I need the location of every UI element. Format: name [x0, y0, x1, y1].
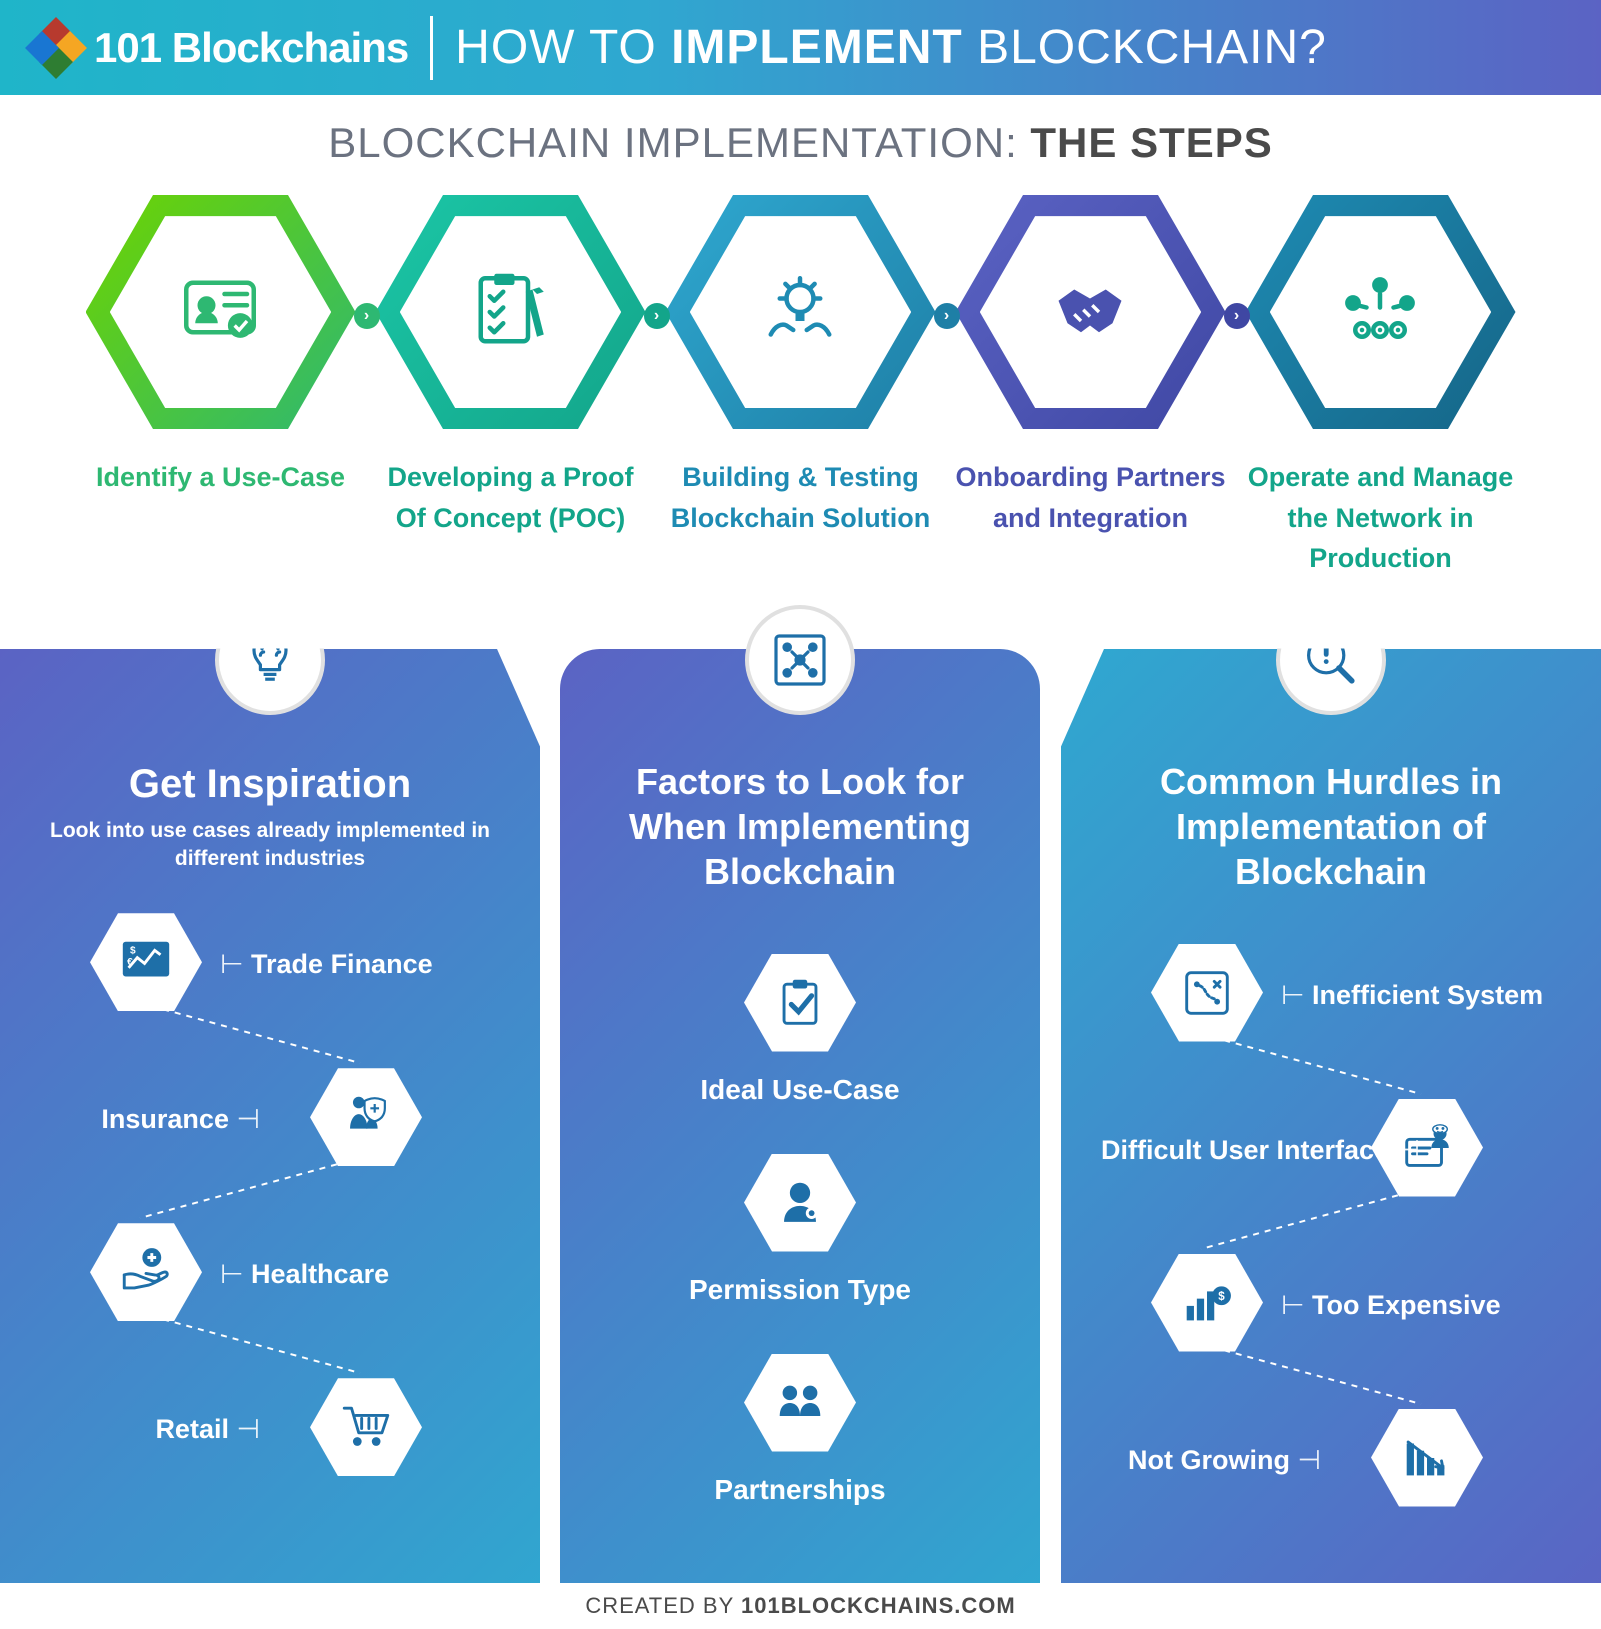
list-item: Permission Type — [590, 1154, 1010, 1306]
col-mid-title: Factors to Look for When Implementing Bl… — [590, 759, 1010, 894]
steps-section: BLOCKCHAIN IMPLEMENTATION: THE STEPS › I… — [0, 95, 1601, 609]
network-people-icon — [1270, 216, 1491, 408]
item-label: Permission Type — [689, 1274, 911, 1306]
column-left: Get Inspiration Look into use cases alre… — [0, 649, 540, 1629]
col-left-title: Get Inspiration — [30, 759, 510, 809]
cart-icon — [310, 1378, 422, 1476]
item-label: ⊢ Too Expensive — [1281, 1290, 1501, 1321]
item-label: Ideal Use-Case — [700, 1074, 899, 1106]
list-item: Retail ⊣ — [30, 1378, 510, 1493]
list-item: Insurance ⊣ — [30, 1068, 510, 1183]
list-item: $ ⊢ Too Expensive — [1091, 1254, 1571, 1369]
step-label: Building & TestingBlockchain Solution — [656, 457, 946, 538]
item-label: Partnerships — [714, 1474, 885, 1506]
chevron-right-icon: › — [1224, 303, 1250, 329]
col-left-sub: Look into use cases already implemented … — [30, 817, 510, 874]
magnify-alert-icon — [1276, 605, 1386, 715]
list-item: ⊢ Healthcare — [30, 1223, 510, 1338]
list-item: Not Growing ⊣ — [1091, 1409, 1571, 1524]
team-icon — [744, 1354, 856, 1452]
handshake-icon — [980, 216, 1201, 408]
step-hex-4: › Onboarding Partnersand Integration — [946, 195, 1236, 579]
bulb-brain-icon — [215, 605, 325, 715]
list-item: ⊢ Inefficient System — [1091, 944, 1571, 1059]
list-item: Difficult User Interface ⊣ — [1091, 1099, 1571, 1214]
chevron-right-icon: › — [934, 303, 960, 329]
list-item: Ideal Use-Case — [590, 954, 1010, 1106]
item-label: Difficult User Interface ⊣ — [1101, 1135, 1321, 1166]
svg-text:€: € — [127, 957, 133, 968]
step-label: Onboarding Partnersand Integration — [946, 457, 1236, 538]
col-right-title: Common Hurdles in Implementation of Bloc… — [1091, 759, 1571, 894]
people-grid-icon — [745, 605, 855, 715]
column-right: Common Hurdles in Implementation of Bloc… — [1061, 649, 1601, 1629]
idea-hands-icon — [690, 216, 911, 408]
columns-section: Get Inspiration Look into use cases alre… — [0, 619, 1601, 1629]
logo-icon — [30, 22, 82, 74]
item-label: Not Growing ⊣ — [1101, 1445, 1321, 1476]
header-logo: 101 Blockchains — [30, 22, 408, 74]
steps-subtitle: BLOCKCHAIN IMPLEMENTATION: THE STEPS — [0, 119, 1601, 167]
step-label: Operate and Managethe Network in Product… — [1236, 457, 1526, 579]
header-title: HOW TO IMPLEMENT BLOCKCHAIN? — [455, 20, 1327, 75]
step-label: Developing a ProofOf Concept (POC) — [366, 457, 656, 538]
brand-text: 101 Blockchains — [94, 24, 408, 72]
item-label: Retail ⊣ — [40, 1414, 260, 1445]
list-item: $€ ⊢ Trade Finance — [30, 913, 510, 1028]
clipboard-check-icon — [744, 954, 856, 1052]
id-check-icon — [110, 216, 331, 408]
item-label: Insurance ⊣ — [40, 1104, 260, 1135]
header-divider — [430, 16, 433, 80]
column-mid: Factors to Look for When Implementing Bl… — [560, 649, 1040, 1629]
item-label: ⊢ Healthcare — [220, 1259, 389, 1290]
hex-row: › Identify a Use-Case › Developing a Pro… — [0, 195, 1601, 579]
footer-credit: CREATED BY 101BLOCKCHAINS.COM — [0, 1583, 1601, 1629]
step-hex-3: › Building & TestingBlockchain Solution — [656, 195, 946, 579]
step-hex-2: › Developing a ProofOf Concept (POC) — [366, 195, 656, 579]
header-banner: 101 Blockchains HOW TO IMPLEMENT BLOCKCH… — [0, 0, 1601, 95]
chevron-right-icon: › — [644, 303, 670, 329]
user-key-icon — [744, 1154, 856, 1252]
step-label: Identify a Use-Case — [76, 457, 366, 498]
step-hex-1: › Identify a Use-Case — [76, 195, 366, 579]
chevron-right-icon: › — [354, 303, 380, 329]
item-label: ⊢ Trade Finance — [220, 949, 433, 980]
list-item: Partnerships — [590, 1354, 1010, 1506]
svg-text:$: $ — [1218, 1290, 1225, 1303]
checklist-icon — [400, 216, 621, 408]
item-label: ⊢ Inefficient System — [1281, 980, 1543, 1011]
svg-text:$: $ — [130, 945, 136, 956]
step-hex-5: Operate and Managethe Network in Product… — [1236, 195, 1526, 579]
bars-down-icon — [1371, 1409, 1483, 1507]
